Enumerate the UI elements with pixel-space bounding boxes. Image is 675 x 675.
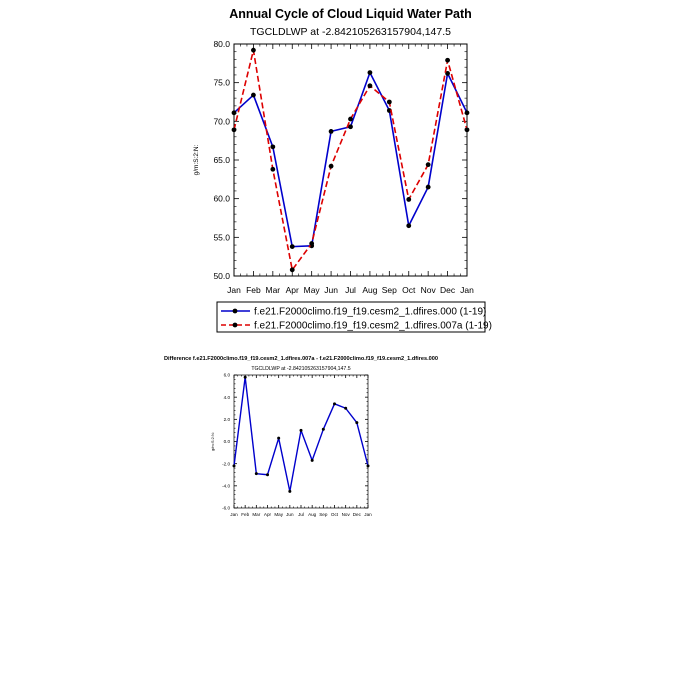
diff-chart-ytick-label: -4.0 [222, 483, 230, 488]
top-chart-series-point-0 [231, 110, 237, 116]
top-chart-series-point-1 [406, 197, 412, 202]
top-chart-series-line-0 [233, 71, 468, 248]
top-chart-series-point-0 [270, 144, 276, 150]
diff-chart-subtitle: TGCLDLWP at -2.842105263157904,147.5 [251, 366, 350, 372]
top-chart-subtitle: TGCLDLWP at -2.842105263157904,147.5 [250, 26, 451, 38]
diff-chart-ytick-label: -6.0 [222, 506, 230, 511]
top-chart-series-point-0 [348, 124, 353, 130]
top-chart-ytick-label: 80.0 [213, 39, 230, 49]
top-chart-series-point-0 [367, 70, 373, 76]
top-chart-xtick-label: Sep [382, 285, 397, 295]
diff-chart-series-point-0 [254, 472, 258, 476]
top-chart-series-point-1 [425, 162, 431, 168]
top-chart-series-point-0 [406, 223, 412, 229]
top-chart-series-point-1 [270, 166, 276, 172]
diff-chart-xtick-label: Apr [264, 512, 272, 517]
diff-chart-series-line-0 [233, 376, 369, 493]
legend-label-1: f.e21.F2000climo.f19_f19.cesm2_1.dfires.… [254, 321, 492, 332]
top-chart-series-point-1 [289, 267, 295, 273]
diff-chart-series-point-0 [333, 402, 336, 406]
diff-chart-ytick-label: 2.0 [224, 417, 231, 422]
diff-chart-plot-frame [233, 374, 369, 509]
diff-chart-series-point-0 [355, 421, 359, 425]
diff-chart-title: Difference f.e21.F2000climo.f19_f19.cesm… [164, 356, 438, 362]
top-chart-xtick-label: Nov [421, 285, 437, 295]
top-chart-ytick-label: 65.0 [213, 155, 230, 165]
top-chart-series-point-1 [348, 116, 353, 122]
diff-chart-xtick-label: Sep [319, 512, 328, 517]
diff-chart-series-point-0 [299, 428, 303, 432]
diff-chart-xtick-label: Oct [331, 512, 339, 517]
diff-chart-xtick-label: Mar [252, 512, 260, 517]
top-chart-xtick-label: Mar [266, 285, 281, 295]
diff-chart-series-point-0 [266, 473, 269, 477]
diff-chart-series-point-0 [366, 464, 370, 468]
legend-box [216, 301, 486, 333]
diff-chart-xtick-label: Aug [308, 512, 317, 517]
top-chart-xtick-label: Dec [440, 285, 456, 295]
top-chart-series-point-0 [445, 70, 450, 76]
top-chart-ytick-label: 70.0 [213, 116, 230, 126]
top-chart-series-point-1 [367, 83, 373, 89]
diff-chart-xtick-label: Dec [353, 512, 362, 517]
top-chart-xtick-label: Aug [362, 285, 377, 295]
top-chart-xtick-label: Jan [460, 285, 474, 295]
diff-chart-xtick-label: Jan [230, 512, 238, 517]
top-chart-ytick-label: 55.0 [213, 232, 230, 242]
top-chart-series-point-0 [251, 92, 256, 98]
top-chart-series-point-0 [464, 110, 470, 116]
diff-chart-ylabel: g/m:S:2:N: [210, 432, 215, 451]
top-chart-series-point-1 [328, 163, 334, 169]
top-chart-xtick-label: Oct [402, 285, 416, 295]
top-chart-ytick-label: 50.0 [213, 271, 230, 281]
diff-chart-ytick-label: -2.0 [222, 461, 230, 466]
top-chart-ytick-label: 60.0 [213, 194, 230, 204]
diff-chart-series-point-0 [232, 464, 236, 468]
diff-chart-xtick-label: Jul [298, 512, 304, 517]
diff-chart-ytick-label: 6.0 [224, 373, 231, 378]
top-chart-series-point-1 [251, 47, 256, 53]
top-chart-title: Annual Cycle of Cloud Liquid Water Path [229, 7, 472, 21]
top-chart-xtick-label: Jan [227, 285, 241, 295]
top-chart-xtick-label: Jun [324, 285, 338, 295]
diff-chart-series-point-0 [310, 458, 314, 462]
top-chart-series-point-1 [231, 127, 237, 133]
top-chart-xtick-label: May [304, 285, 321, 295]
top-chart-series-point-1 [445, 57, 450, 63]
diff-chart-series-point-0 [288, 489, 292, 493]
diff-chart-xtick-label: Feb [241, 512, 249, 517]
legend-label-0: f.e21.F2000climo.f19_f19.cesm2_1.dfires.… [254, 307, 486, 318]
diff-chart-xtick-label: May [274, 512, 283, 517]
legend-marker-0 [232, 308, 238, 314]
top-chart-series-point-1 [309, 241, 315, 246]
legend-marker-1 [232, 322, 238, 328]
diff-chart-series-point-0 [321, 427, 325, 431]
diff-chart-ytick-label: 4.0 [224, 395, 231, 400]
top-chart-series-point-1 [386, 99, 392, 105]
top-chart-ylabel: g/m:S:2:N: [193, 144, 200, 175]
top-chart-series-point-0 [328, 128, 334, 134]
top-chart-series-point-1 [464, 127, 470, 133]
diff-chart-xtick-label: Jan [364, 512, 372, 517]
diff-chart-xtick-label: Jun [286, 512, 294, 517]
diff-chart-series-point-0 [277, 436, 281, 440]
top-chart-series-point-0 [289, 244, 295, 250]
diff-chart-ytick-label: 0.0 [224, 439, 231, 444]
diff-chart-series-point-0 [344, 406, 348, 410]
diff-chart-series-point-0 [243, 375, 247, 379]
top-chart-series-point-0 [425, 184, 431, 190]
top-chart-xtick-label: Apr [286, 285, 299, 295]
top-chart-ytick-label: 75.0 [213, 78, 230, 88]
top-chart-xtick-label: Jul [345, 285, 356, 295]
diff-chart-xtick-label: Nov [342, 512, 351, 517]
top-chart-xtick-label: Feb [246, 285, 261, 295]
